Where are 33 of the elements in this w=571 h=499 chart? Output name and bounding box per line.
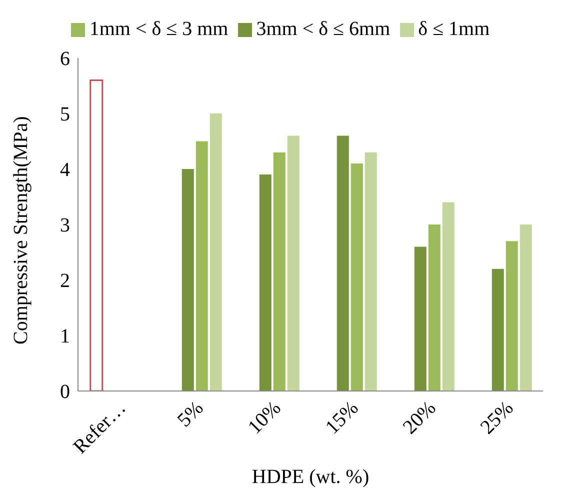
y-tick-label: 3 (60, 214, 70, 237)
bar (492, 268, 504, 391)
bar (520, 224, 532, 391)
x-axis-title: HDPE (wt. %) (252, 466, 370, 488)
y-tick-label: 1 (60, 326, 70, 348)
legend-label: 3mm < δ ≤ 6mm (256, 18, 390, 40)
x-tick-label: 5% (173, 397, 208, 432)
x-tick-label: 25% (476, 397, 518, 439)
bar (506, 241, 518, 391)
y-tick-label: 2 (60, 270, 70, 292)
x-tick-label: 15% (321, 397, 363, 439)
y-tick-label: 6 (60, 48, 70, 70)
y-tick-label: 4 (60, 159, 70, 182)
bar (182, 169, 194, 391)
y-axis-title: Compressive Strength(MPa) (10, 116, 32, 344)
x-tick-label: 10% (244, 397, 286, 439)
bar (196, 141, 208, 391)
legend-label: 1mm < δ ≤ 3 mm (89, 18, 228, 40)
bar (90, 79, 104, 391)
bar (350, 163, 363, 391)
bar (336, 136, 349, 391)
y-tick-label: 5 (60, 104, 70, 126)
bar (259, 174, 272, 391)
bar (287, 136, 300, 391)
y-tick-label: 0 (60, 381, 70, 404)
bar (210, 114, 222, 391)
bar (273, 152, 286, 391)
x-tick-label: 20% (398, 397, 440, 439)
bar (442, 202, 454, 391)
bar (428, 224, 440, 391)
bar (414, 246, 426, 391)
legend-label: δ ≤ 1mm (418, 18, 490, 40)
bar (364, 152, 377, 391)
